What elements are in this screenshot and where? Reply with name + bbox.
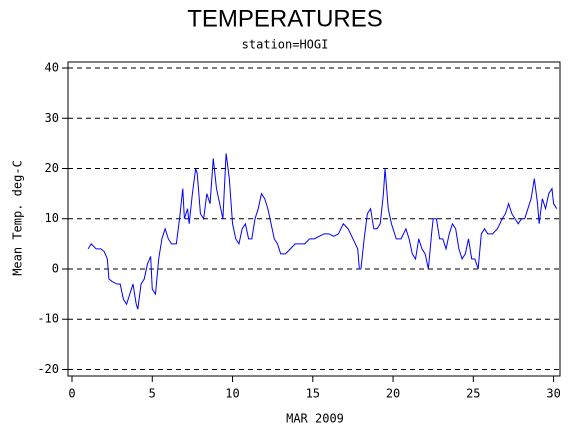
y-tick-label: 10	[45, 211, 59, 225]
chart-subtitle: station=HOGI	[242, 38, 329, 52]
x-tick-label: 5	[149, 387, 156, 401]
y-tick-label: 0	[52, 261, 59, 275]
x-tick-label: 10	[225, 387, 239, 401]
y-tick-label: 20	[45, 161, 59, 175]
x-tick-label: 0	[68, 387, 75, 401]
y-tick-label: -10	[37, 312, 59, 326]
x-tick-label: 25	[466, 387, 480, 401]
x-axis-label: MAR 2009	[286, 412, 344, 426]
x-tick-label: 30	[546, 387, 560, 401]
x-tick-label: 20	[386, 387, 400, 401]
y-tick-label: 40	[45, 61, 59, 75]
x-tick-label: 15	[306, 387, 320, 401]
y-tick-label: 30	[45, 111, 59, 125]
y-axis-label: Mean Temp. deg-C	[11, 160, 25, 276]
y-tick-label: -20	[37, 362, 59, 376]
data-line	[87, 153, 558, 310]
chart-title: TEMPERATURES	[187, 5, 383, 32]
